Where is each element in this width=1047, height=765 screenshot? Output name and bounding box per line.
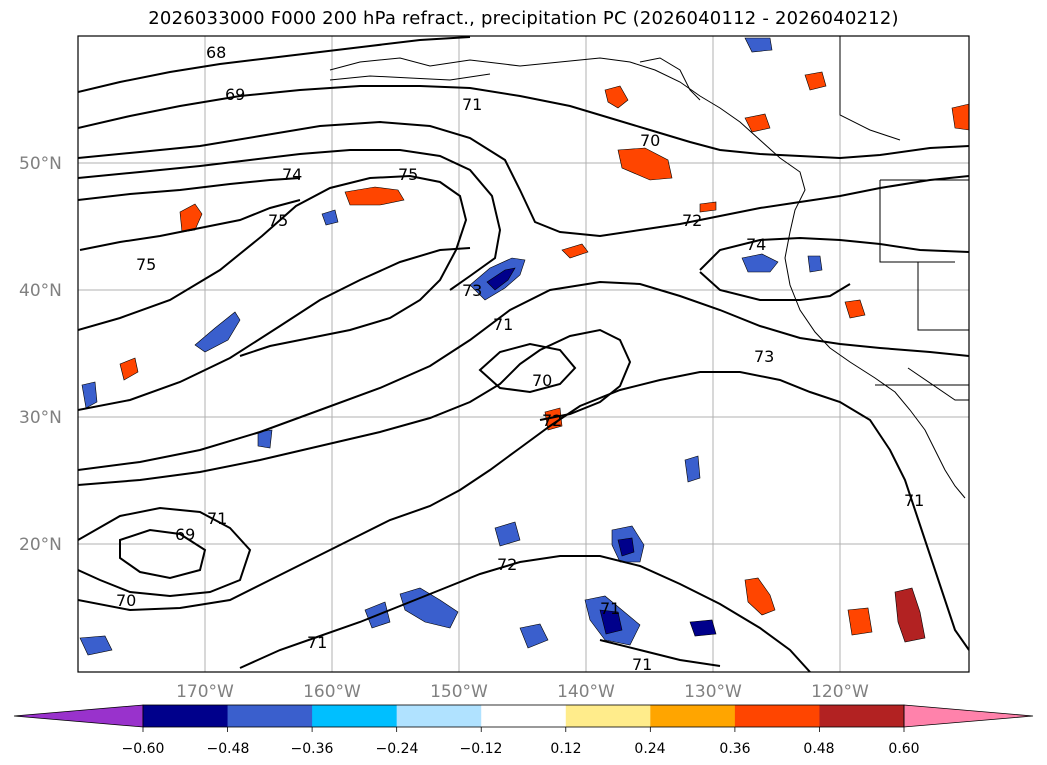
- contour-label: 71: [904, 491, 924, 510]
- colorbar-bin: [227, 705, 313, 727]
- contour-label: 75: [398, 165, 418, 184]
- colorbar-extension-low: [13, 704, 144, 728]
- colorbar-tick-label: 0.12: [550, 741, 581, 757]
- colorbar-bin: [312, 705, 398, 727]
- contour-label: 71: [307, 633, 327, 652]
- contour-label: 68: [206, 43, 226, 62]
- lat-label: 40°N: [19, 281, 62, 301]
- colorbar-tick-label: 0.24: [634, 741, 665, 757]
- colorbar-tick-label: −0.60: [122, 741, 165, 757]
- colorbar-bin: [734, 705, 820, 727]
- contour-label: 70: [640, 131, 660, 150]
- contour-labels: 68 69 71 70 74 75 75 75 72 74 73 71 70 7…: [116, 43, 924, 674]
- colorbar-bin: [565, 705, 651, 727]
- lon-label: 150°W: [430, 682, 488, 702]
- contour-label: 72: [542, 411, 562, 430]
- contour-label: 72: [682, 211, 702, 230]
- colorbar-bin: [396, 705, 482, 727]
- graticule: [78, 36, 969, 672]
- lon-label: 170°W: [176, 682, 234, 702]
- colorbar-bin: [819, 705, 905, 727]
- contour-label: 71: [600, 599, 620, 618]
- contour-label: 74: [746, 235, 766, 254]
- lat-label: 20°N: [19, 535, 62, 555]
- colorbar-bin: [143, 705, 229, 727]
- lat-label: 30°N: [19, 408, 62, 428]
- colorbar-extension-high: [903, 704, 1034, 728]
- lat-label: 50°N: [19, 154, 62, 174]
- colorbar-bin: [650, 705, 736, 727]
- contour-label: 75: [136, 255, 156, 274]
- precip-positive: [119, 71, 969, 643]
- lon-label: 140°W: [557, 682, 615, 702]
- colorbar-frame: [142, 704, 905, 728]
- colorbar-tick-label: −0.36: [291, 741, 334, 757]
- coastline: [329, 36, 969, 499]
- contour-label: 71: [462, 95, 482, 114]
- precip-negative: [79, 37, 823, 656]
- contour-label: 69: [175, 525, 195, 544]
- map-panel: [78, 36, 969, 672]
- map-frame: [77, 35, 970, 673]
- colorbar-tick-label: 0.48: [803, 741, 834, 757]
- colorbar-tick-label: 0.60: [888, 741, 919, 757]
- contour-label: 71: [493, 315, 513, 334]
- contour-label: 74: [282, 165, 302, 184]
- lon-label: 120°W: [811, 682, 869, 702]
- contour-label: 70: [532, 371, 552, 390]
- contour-label: 73: [462, 281, 482, 300]
- colorbar-tick-label: −0.48: [207, 741, 250, 757]
- contour-label: 72: [497, 555, 517, 574]
- refractivity-contours: [78, 36, 969, 672]
- contour-label: 73: [754, 347, 774, 366]
- colorbar-ticks: −0.60 −0.48 −0.36 −0.24 −0.12 0.12 0.24 …: [122, 741, 920, 757]
- colorbar: [13, 704, 1034, 732]
- contour-label: 71: [207, 509, 227, 528]
- contour-label: 69: [225, 85, 245, 104]
- lon-label: 130°W: [684, 682, 742, 702]
- map-title: 2026033000 F000 200 hPa refract., precip…: [148, 8, 899, 29]
- contour-label: 71: [632, 655, 652, 674]
- contour-label: 70: [116, 591, 136, 610]
- contour-label: 75: [268, 211, 288, 230]
- colorbar-tick-label: 0.36: [719, 741, 750, 757]
- colorbar-tick-label: −0.12: [460, 741, 503, 757]
- lon-label: 160°W: [303, 682, 361, 702]
- colorbar-bin: [481, 705, 567, 727]
- colorbar-tick-label: −0.24: [376, 741, 419, 757]
